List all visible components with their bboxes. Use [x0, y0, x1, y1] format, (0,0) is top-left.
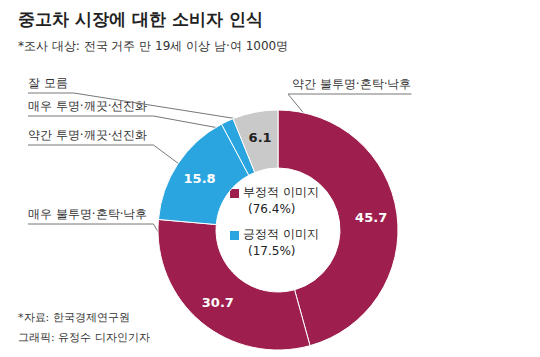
- svg-text:*조사 대상: 전국 거주 만 19세 이상 남·여 100: *조사 대상: 전국 거주 만 19세 이상 남·여 1000명: [18, 39, 288, 53]
- svg-text:매우 투명·깨끗·선진화: 매우 투명·깨끗·선진화: [28, 99, 147, 113]
- svg-text:긍정적 이미지: 긍정적 이미지: [243, 227, 319, 241]
- svg-text:(17.5%): (17.5%): [248, 244, 295, 258]
- svg-text:잘 모름: 잘 모름: [28, 76, 68, 90]
- svg-text:45.7: 45.7: [355, 210, 387, 225]
- svg-text:(76.4%): (76.4%): [248, 202, 295, 216]
- svg-text:6.1: 6.1: [249, 130, 272, 145]
- svg-text:그래픽: 유정수 디자인기자: 그래픽: 유정수 디자인기자: [18, 331, 150, 344]
- svg-text:약간 투명·깨끗·선진화: 약간 투명·깨끗·선진화: [28, 128, 147, 142]
- svg-text:부정적 이미지: 부정적 이미지: [243, 185, 319, 199]
- svg-text:30.7: 30.7: [202, 295, 234, 310]
- svg-text:매우 불투명·혼탁·낙후: 매우 불투명·혼탁·낙후: [28, 207, 147, 221]
- svg-text:*자료: 한국경제연구원: *자료: 한국경제연구원: [18, 311, 130, 324]
- svg-text:15.8: 15.8: [184, 171, 216, 186]
- svg-text:중고차 시장에 대한 소비자 인식: 중고차 시장에 대한 소비자 인식: [18, 9, 263, 29]
- svg-text:약간 불투명·혼탁·낙후: 약간 불투명·혼탁·낙후: [292, 77, 411, 91]
